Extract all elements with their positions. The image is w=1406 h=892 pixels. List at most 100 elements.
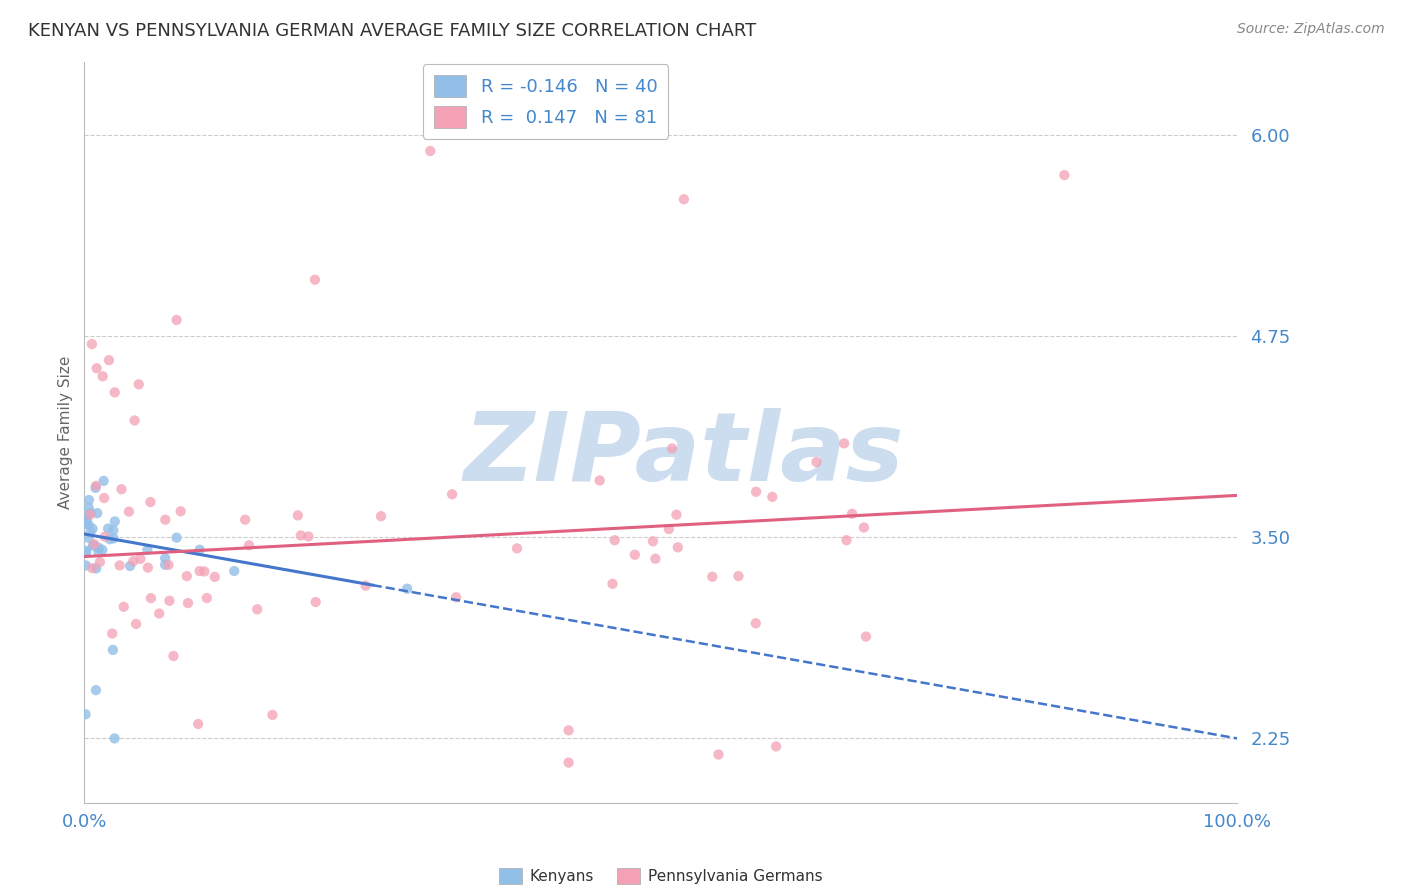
Point bbox=[624, 548, 647, 562]
Point bbox=[188, 564, 211, 578]
Point bbox=[188, 542, 211, 557]
Point bbox=[176, 569, 198, 583]
Point bbox=[148, 607, 170, 621]
Point bbox=[97, 522, 120, 536]
Point bbox=[82, 561, 104, 575]
Point bbox=[297, 529, 319, 543]
Point bbox=[83, 538, 105, 552]
Point bbox=[354, 579, 377, 593]
Point bbox=[101, 643, 124, 657]
Point bbox=[157, 594, 180, 608]
Point bbox=[835, 533, 858, 548]
Y-axis label: Average Family Size: Average Family Size bbox=[58, 356, 73, 509]
Point bbox=[139, 495, 162, 509]
Point bbox=[855, 630, 877, 644]
Point bbox=[104, 515, 127, 529]
Point bbox=[557, 756, 579, 770]
Point bbox=[745, 616, 768, 631]
Point bbox=[122, 554, 145, 568]
Point bbox=[672, 192, 695, 206]
Point bbox=[103, 523, 125, 537]
Text: KENYAN VS PENNSYLVANIA GERMAN AVERAGE FAMILY SIZE CORRELATION CHART: KENYAN VS PENNSYLVANIA GERMAN AVERAGE FA… bbox=[28, 22, 756, 40]
Point bbox=[94, 530, 117, 544]
Point bbox=[370, 509, 392, 524]
Point bbox=[761, 490, 783, 504]
Point bbox=[101, 626, 124, 640]
Point bbox=[89, 555, 111, 569]
Point bbox=[136, 542, 159, 557]
Point bbox=[103, 731, 125, 746]
Point bbox=[832, 436, 855, 450]
Point bbox=[1053, 168, 1076, 182]
Point bbox=[93, 474, 115, 488]
Point bbox=[602, 576, 624, 591]
Point bbox=[128, 377, 150, 392]
Point bbox=[80, 337, 103, 351]
Point bbox=[806, 455, 828, 469]
Point bbox=[396, 582, 419, 596]
Point bbox=[238, 538, 260, 552]
Point bbox=[82, 538, 104, 552]
Point bbox=[305, 595, 328, 609]
Point bbox=[75, 513, 97, 527]
Point bbox=[124, 413, 146, 427]
Point bbox=[702, 570, 724, 584]
Point bbox=[84, 481, 107, 495]
Point bbox=[506, 541, 529, 556]
Point bbox=[745, 484, 768, 499]
Point bbox=[666, 541, 689, 555]
Point bbox=[187, 717, 209, 731]
Point bbox=[87, 544, 110, 558]
Point bbox=[77, 531, 100, 545]
Point bbox=[153, 551, 176, 566]
Point bbox=[108, 558, 131, 573]
Point bbox=[79, 508, 101, 522]
Point bbox=[120, 558, 142, 573]
Point bbox=[84, 479, 107, 493]
Point bbox=[246, 602, 269, 616]
Point bbox=[233, 513, 256, 527]
Point bbox=[77, 493, 100, 508]
Point bbox=[153, 558, 176, 572]
Point bbox=[287, 508, 309, 523]
Point bbox=[195, 591, 218, 605]
Point bbox=[86, 506, 108, 520]
Point bbox=[707, 747, 730, 762]
Point bbox=[91, 542, 114, 557]
Point bbox=[765, 739, 787, 754]
Point bbox=[91, 369, 114, 384]
Point bbox=[136, 560, 159, 574]
Point bbox=[557, 723, 579, 738]
Point bbox=[193, 565, 215, 579]
Point bbox=[166, 313, 188, 327]
Point bbox=[641, 534, 664, 549]
Point bbox=[76, 510, 98, 524]
Point bbox=[139, 591, 162, 606]
Point bbox=[75, 516, 97, 531]
Point bbox=[157, 558, 180, 572]
Point bbox=[155, 513, 177, 527]
Point bbox=[86, 361, 108, 376]
Point bbox=[77, 500, 100, 515]
Text: ZIPatlas: ZIPatlas bbox=[464, 409, 904, 501]
Point bbox=[589, 474, 612, 488]
Point bbox=[79, 506, 101, 520]
Text: Source: ZipAtlas.com: Source: ZipAtlas.com bbox=[1237, 22, 1385, 37]
Point bbox=[444, 591, 467, 605]
Point bbox=[79, 525, 101, 540]
Point bbox=[84, 683, 107, 698]
Point bbox=[852, 520, 875, 534]
Point bbox=[75, 545, 97, 559]
Point bbox=[419, 144, 441, 158]
Point bbox=[98, 533, 121, 547]
Point bbox=[103, 532, 125, 546]
Point bbox=[97, 353, 120, 368]
Point bbox=[665, 508, 688, 522]
Point bbox=[224, 564, 246, 578]
Point bbox=[727, 569, 749, 583]
Point bbox=[166, 531, 188, 545]
Point bbox=[661, 442, 683, 456]
Point bbox=[644, 551, 666, 566]
Legend: Kenyans, Pennsylvania Germans: Kenyans, Pennsylvania Germans bbox=[494, 863, 828, 890]
Point bbox=[75, 558, 97, 573]
